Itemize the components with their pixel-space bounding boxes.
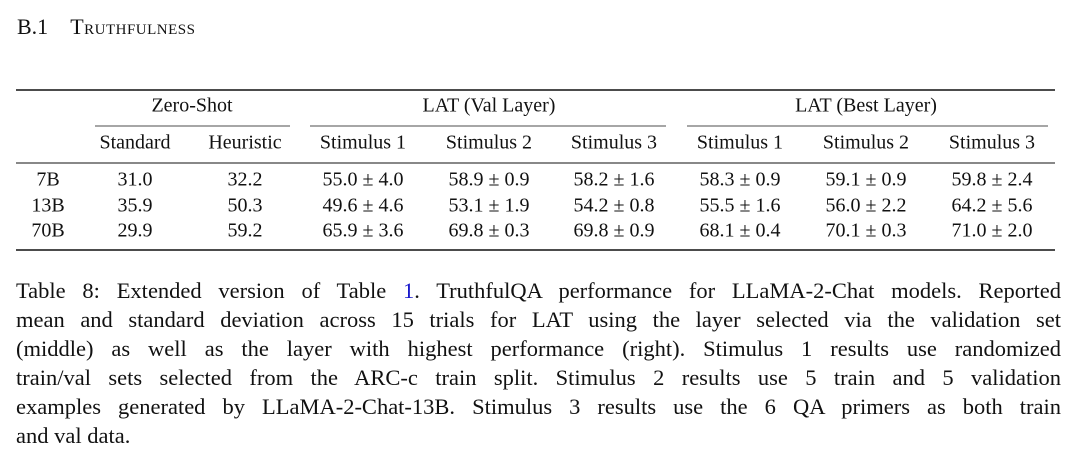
cell: 29.9	[118, 220, 153, 242]
row-label: 70B	[31, 220, 64, 242]
cell: 54.2 ± 0.8	[574, 195, 655, 217]
column-header: Stimulus 1	[697, 132, 783, 154]
column-header: Stimulus 2	[446, 132, 532, 154]
cell: 58.3 ± 0.9	[700, 169, 781, 191]
cell: 59.2	[228, 220, 263, 242]
cell: 64.2 ± 5.6	[952, 195, 1033, 217]
caption-line: (middle) as well as the layer with highe…	[16, 336, 1061, 361]
cell: 71.0 ± 2.0	[952, 220, 1033, 242]
cell: 55.0 ± 4.0	[323, 169, 404, 191]
section-title: Truthfulness	[70, 14, 196, 39]
cell: 49.6 ± 4.6	[323, 195, 404, 217]
cell: 31.0	[118, 169, 153, 191]
cell: 59.1 ± 0.9	[826, 169, 907, 191]
row-label: 13B	[31, 195, 64, 217]
caption-line: train/val sets selected from the ARC-c t…	[16, 365, 1061, 390]
caption-line: Table 8: Extended version of Table 1. Tr…	[16, 276, 1061, 305]
cell: 35.9	[118, 195, 153, 217]
caption-text: Table 8: Extended version of Table	[16, 278, 403, 303]
column-header: Stimulus 1	[320, 132, 406, 154]
table: Zero-Shot LAT (Val Layer) LAT (Best Layer)…	[16, 89, 1055, 251]
section-heading: B.1 Truthfulness	[17, 14, 195, 40]
cell: 53.1 ± 1.9	[449, 195, 530, 217]
caption-line: mean and standard deviation across 15 tr…	[16, 307, 1061, 332]
group-header: LAT (Val Layer)	[423, 95, 556, 117]
caption-line: and val data.	[16, 423, 131, 448]
cell: 55.5 ± 1.6	[700, 195, 781, 217]
cell: 59.8 ± 2.4	[952, 169, 1033, 191]
group-header: LAT (Best Layer)	[795, 95, 937, 117]
column-header: Stimulus 3	[571, 132, 657, 154]
column-header: Stimulus 2	[823, 132, 909, 154]
cell: 32.2	[228, 169, 263, 191]
cell: 58.2 ± 1.6	[574, 169, 655, 191]
cell: 68.1 ± 0.4	[700, 220, 781, 242]
section-number: B.1	[17, 14, 49, 39]
column-header: Stimulus 3	[949, 132, 1035, 154]
cell: 56.0 ± 2.2	[826, 195, 907, 217]
caption-text: . TruthfulQA performance for LLaMA-2-Cha…	[414, 278, 1061, 303]
table-link[interactable]: 1	[402, 278, 415, 303]
cell: 69.8 ± 0.3	[449, 220, 530, 242]
column-header: Heuristic	[208, 132, 281, 154]
cell: 65.9 ± 3.6	[323, 220, 404, 242]
caption: Table 8: Extended version of Table 1. Tr…	[16, 276, 1061, 450]
cell: 70.1 ± 0.3	[826, 220, 907, 242]
caption-line: examples generated by LLaMA-2-Chat-13B. …	[16, 394, 1061, 419]
group-header: Zero-Shot	[151, 95, 233, 117]
cell: 69.8 ± 0.9	[574, 220, 655, 242]
cell: 50.3	[228, 195, 263, 217]
column-header: Standard	[99, 132, 170, 154]
row-label: 7B	[36, 169, 59, 191]
cell: 58.9 ± 0.9	[449, 169, 530, 191]
